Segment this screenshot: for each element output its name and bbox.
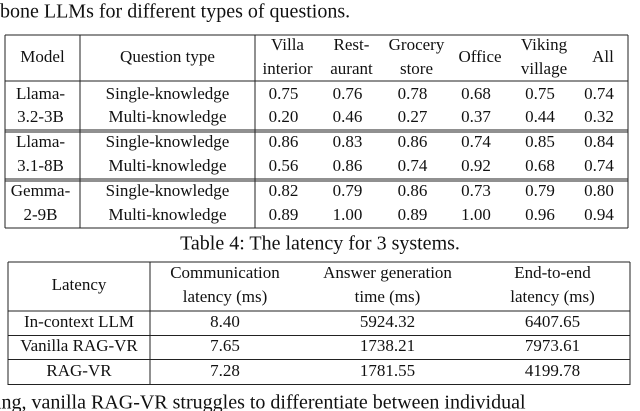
cell: Multi-knowledge	[108, 205, 226, 224]
cell: Multi-knowledge	[108, 156, 226, 175]
cell: 0.78	[398, 84, 428, 103]
header-cell: All	[592, 47, 614, 66]
cell: 0.74	[398, 156, 428, 175]
cell: Vanilla RAG-VR	[20, 336, 138, 355]
cell: 7.28	[210, 361, 240, 380]
cell: 0.32	[584, 107, 614, 126]
header-cell: interior	[262, 59, 312, 78]
cell: 0.80	[584, 181, 614, 200]
cell: 0.86	[398, 181, 428, 200]
header-cell: Viking	[521, 35, 568, 54]
header-cell: Rest-	[334, 35, 370, 54]
cell: 0.75	[269, 84, 299, 103]
header-cell: aurant	[330, 59, 373, 78]
cell: 0.76	[333, 84, 363, 103]
cell: 1.00	[461, 205, 491, 224]
cell: 8.40	[210, 312, 240, 331]
cell: 0.92	[461, 156, 491, 175]
header-cell: latency (ms)	[510, 287, 595, 306]
cell: 0.86	[269, 132, 299, 151]
cell: Single-knowledge	[106, 181, 230, 200]
cell: 1781.55	[360, 361, 415, 380]
cell: 4199.78	[525, 361, 580, 380]
cell: RAG-VR	[46, 361, 112, 380]
cell: 7.65	[210, 336, 240, 355]
cell: 0.68	[461, 84, 491, 103]
cell: Single-knowledge	[106, 132, 230, 151]
header-cell: Office	[458, 47, 501, 66]
cell: 0.83	[333, 132, 363, 151]
header-cell: store	[400, 59, 433, 78]
cell: 5924.32	[360, 312, 415, 331]
cell: 0.37	[461, 107, 491, 126]
cell: 0.46	[333, 107, 363, 126]
model-cell: 3.2-3B	[17, 107, 64, 126]
model-cell: 2-9B	[24, 205, 58, 224]
cell: 0.86	[398, 132, 428, 151]
header-cell: Latency	[52, 275, 107, 294]
cell: Multi-knowledge	[108, 107, 226, 126]
cell: 0.68	[525, 156, 555, 175]
cell: 1.00	[333, 205, 363, 224]
header-cell: Answer generation	[323, 263, 452, 282]
cell: In-context LLM	[24, 312, 134, 331]
cell: 0.44	[525, 107, 555, 126]
cell: 0.20	[269, 107, 299, 126]
cell: 0.94	[584, 205, 614, 224]
cell: 0.75	[525, 84, 555, 103]
model-cell: Llama-	[16, 84, 65, 103]
cell: 0.56	[269, 156, 299, 175]
cell: 7973.61	[525, 336, 580, 355]
cell: 0.82	[269, 181, 299, 200]
cell: 0.84	[584, 132, 614, 151]
table-caption: Table 4: The latency for 3 systems.	[180, 233, 460, 255]
paragraph-line: ing, vanilla RAG-VR struggles to differe…	[0, 392, 526, 411]
cell: 6407.65	[525, 312, 580, 331]
cell: 0.79	[333, 181, 363, 200]
cell: 0.85	[525, 132, 555, 151]
cell: Single-knowledge	[106, 84, 230, 103]
header-cell: Communication	[170, 263, 280, 282]
header-cell: village	[521, 59, 567, 78]
cell: 1738.21	[360, 336, 415, 355]
model-cell: Gemma-	[11, 181, 71, 200]
cell: 0.96	[525, 205, 555, 224]
cell: 0.74	[584, 156, 614, 175]
cell: 0.74	[584, 84, 614, 103]
cell: 0.79	[525, 181, 555, 200]
model-cell: Llama-	[16, 132, 65, 151]
cell: 0.73	[461, 181, 491, 200]
cell: 0.89	[269, 205, 299, 224]
cell: 0.27	[398, 107, 428, 126]
header-cell: time (ms)	[355, 287, 421, 306]
header-cell: Question type	[120, 47, 215, 66]
paragraph-line: bone LLMs for different types of questio…	[0, 1, 350, 23]
header-cell: End-to-end	[514, 263, 591, 282]
header-cell: Grocery	[389, 35, 445, 54]
cell: 0.74	[461, 132, 491, 151]
model-cell: 3.1-8B	[17, 156, 64, 175]
header-cell: Villa	[271, 35, 304, 54]
cell: 0.86	[333, 156, 363, 175]
cell: 0.89	[398, 205, 428, 224]
header-cell: Model	[20, 47, 65, 66]
header-cell: latency (ms)	[183, 287, 268, 306]
